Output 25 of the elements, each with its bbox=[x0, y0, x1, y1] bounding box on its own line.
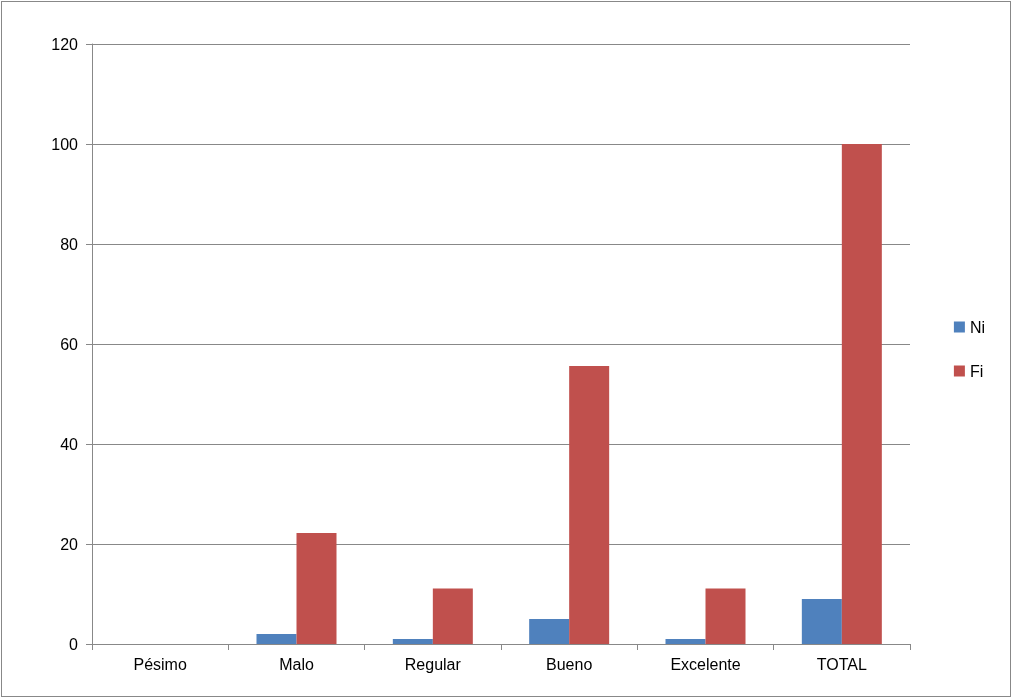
bar bbox=[841, 144, 882, 644]
bar bbox=[432, 588, 473, 644]
bar bbox=[569, 366, 610, 644]
y-tick-label: 40 bbox=[60, 435, 79, 453]
x-tick-label: Regular bbox=[404, 655, 462, 673]
legend-label: Ni bbox=[969, 318, 985, 336]
y-tick-label: 0 bbox=[69, 635, 79, 653]
y-tick-label: 120 bbox=[51, 35, 79, 53]
bar bbox=[392, 639, 433, 644]
bar bbox=[801, 599, 842, 644]
bar bbox=[529, 619, 570, 644]
x-tick-label: Pésimo bbox=[133, 655, 187, 673]
y-tick-label: 100 bbox=[51, 135, 79, 153]
bar bbox=[665, 639, 706, 644]
x-tick-label: TOTAL bbox=[816, 655, 867, 673]
legend-label: Fi bbox=[969, 362, 984, 380]
x-tick-label: Excelente bbox=[670, 655, 741, 673]
x-tick-label: Bueno bbox=[546, 655, 593, 673]
bar bbox=[296, 533, 337, 644]
y-tick-label: 20 bbox=[60, 535, 79, 553]
y-tick-label: 80 bbox=[60, 235, 79, 253]
x-tick-label: Malo bbox=[279, 655, 314, 673]
bar bbox=[705, 588, 746, 644]
y-tick-label: 60 bbox=[60, 335, 79, 353]
bar bbox=[256, 634, 297, 644]
